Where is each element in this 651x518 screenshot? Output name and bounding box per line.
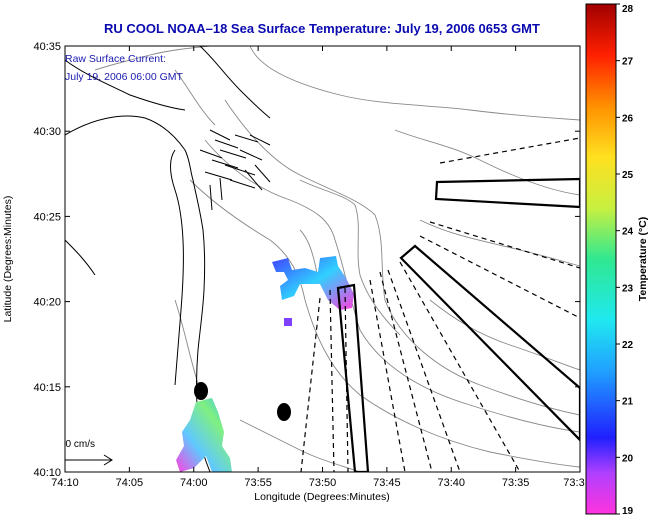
x-tick-label: 73:3 bbox=[563, 477, 584, 489]
annotation-line-2: July 19, 2006 06:00 GMT bbox=[65, 71, 183, 83]
colorbar-tick-label: 24 bbox=[622, 227, 634, 238]
annotation-line-1: Raw Surface Current: bbox=[65, 53, 166, 65]
marker-dot-south bbox=[277, 403, 291, 421]
x-tick-label: 74:05 bbox=[116, 477, 144, 489]
colorbar-label: Temperature (°C) bbox=[637, 217, 649, 302]
y-tick-label: 40:10 bbox=[33, 467, 61, 479]
x-tick-label: 73:50 bbox=[309, 477, 337, 489]
colorbar-tick-label: 21 bbox=[622, 397, 634, 408]
colorbar-tick-label: 25 bbox=[622, 170, 634, 181]
y-axis-label: Latitude (Degrees:Minutes) bbox=[2, 196, 14, 323]
map-plot-area: 50 cm/s Raw Surface Current: July 19, 20… bbox=[60, 46, 580, 472]
y-tick-label: 40:35 bbox=[33, 41, 61, 53]
x-tick-label: 73:35 bbox=[502, 477, 530, 489]
y-tick-label: 40:15 bbox=[33, 382, 61, 394]
colorbar-ticks: 28 27 26 25 24 23 22 21 20 19 bbox=[616, 3, 634, 517]
surface-current-vectors bbox=[199, 129, 271, 211]
colorbar bbox=[585, 3, 617, 515]
colorbar-tick-label: 19 bbox=[622, 506, 634, 517]
marker-dot-north bbox=[194, 382, 208, 400]
sst-patches bbox=[176, 256, 354, 472]
colorbar-tick-label: 23 bbox=[622, 283, 634, 294]
colorbar-tick-label: 28 bbox=[622, 4, 634, 15]
y-tick-label: 40:20 bbox=[33, 297, 61, 309]
x-axis: 74:10 74:05 74:00 73:55 73:50 73:45 73:40 73:35… bbox=[51, 46, 585, 489]
colorbar-tick-label: 26 bbox=[622, 113, 634, 124]
coastline bbox=[65, 46, 271, 472]
x-tick-label: 74:00 bbox=[180, 477, 208, 489]
scale-arrow bbox=[65, 454, 113, 466]
y-tick-label: 40:25 bbox=[33, 211, 61, 223]
x-axis-label: Longitude (Degrees:Minutes) bbox=[254, 491, 389, 503]
colorbar-tick-label: 27 bbox=[622, 57, 634, 68]
figure-title: RU COOL NOAA–18 Sea Surface Temperature:… bbox=[104, 21, 540, 36]
x-tick-label: 73:45 bbox=[373, 477, 401, 489]
survey-box-outlines bbox=[336, 177, 580, 472]
colorbar-tick-label: 22 bbox=[622, 340, 634, 351]
x-tick-label: 73:40 bbox=[437, 477, 465, 489]
x-tick-label: 74:10 bbox=[51, 477, 79, 489]
colorbar-tick-label: 20 bbox=[622, 453, 634, 464]
radar-beam-lines bbox=[300, 137, 580, 472]
y-tick-label: 40:30 bbox=[33, 126, 61, 138]
y-axis: 40:35 40:30 40:25 40:20 40:15 40:10 bbox=[33, 41, 580, 479]
scale-label: 50 cm/s bbox=[60, 439, 95, 450]
x-tick-label: 73:55 bbox=[244, 477, 272, 489]
